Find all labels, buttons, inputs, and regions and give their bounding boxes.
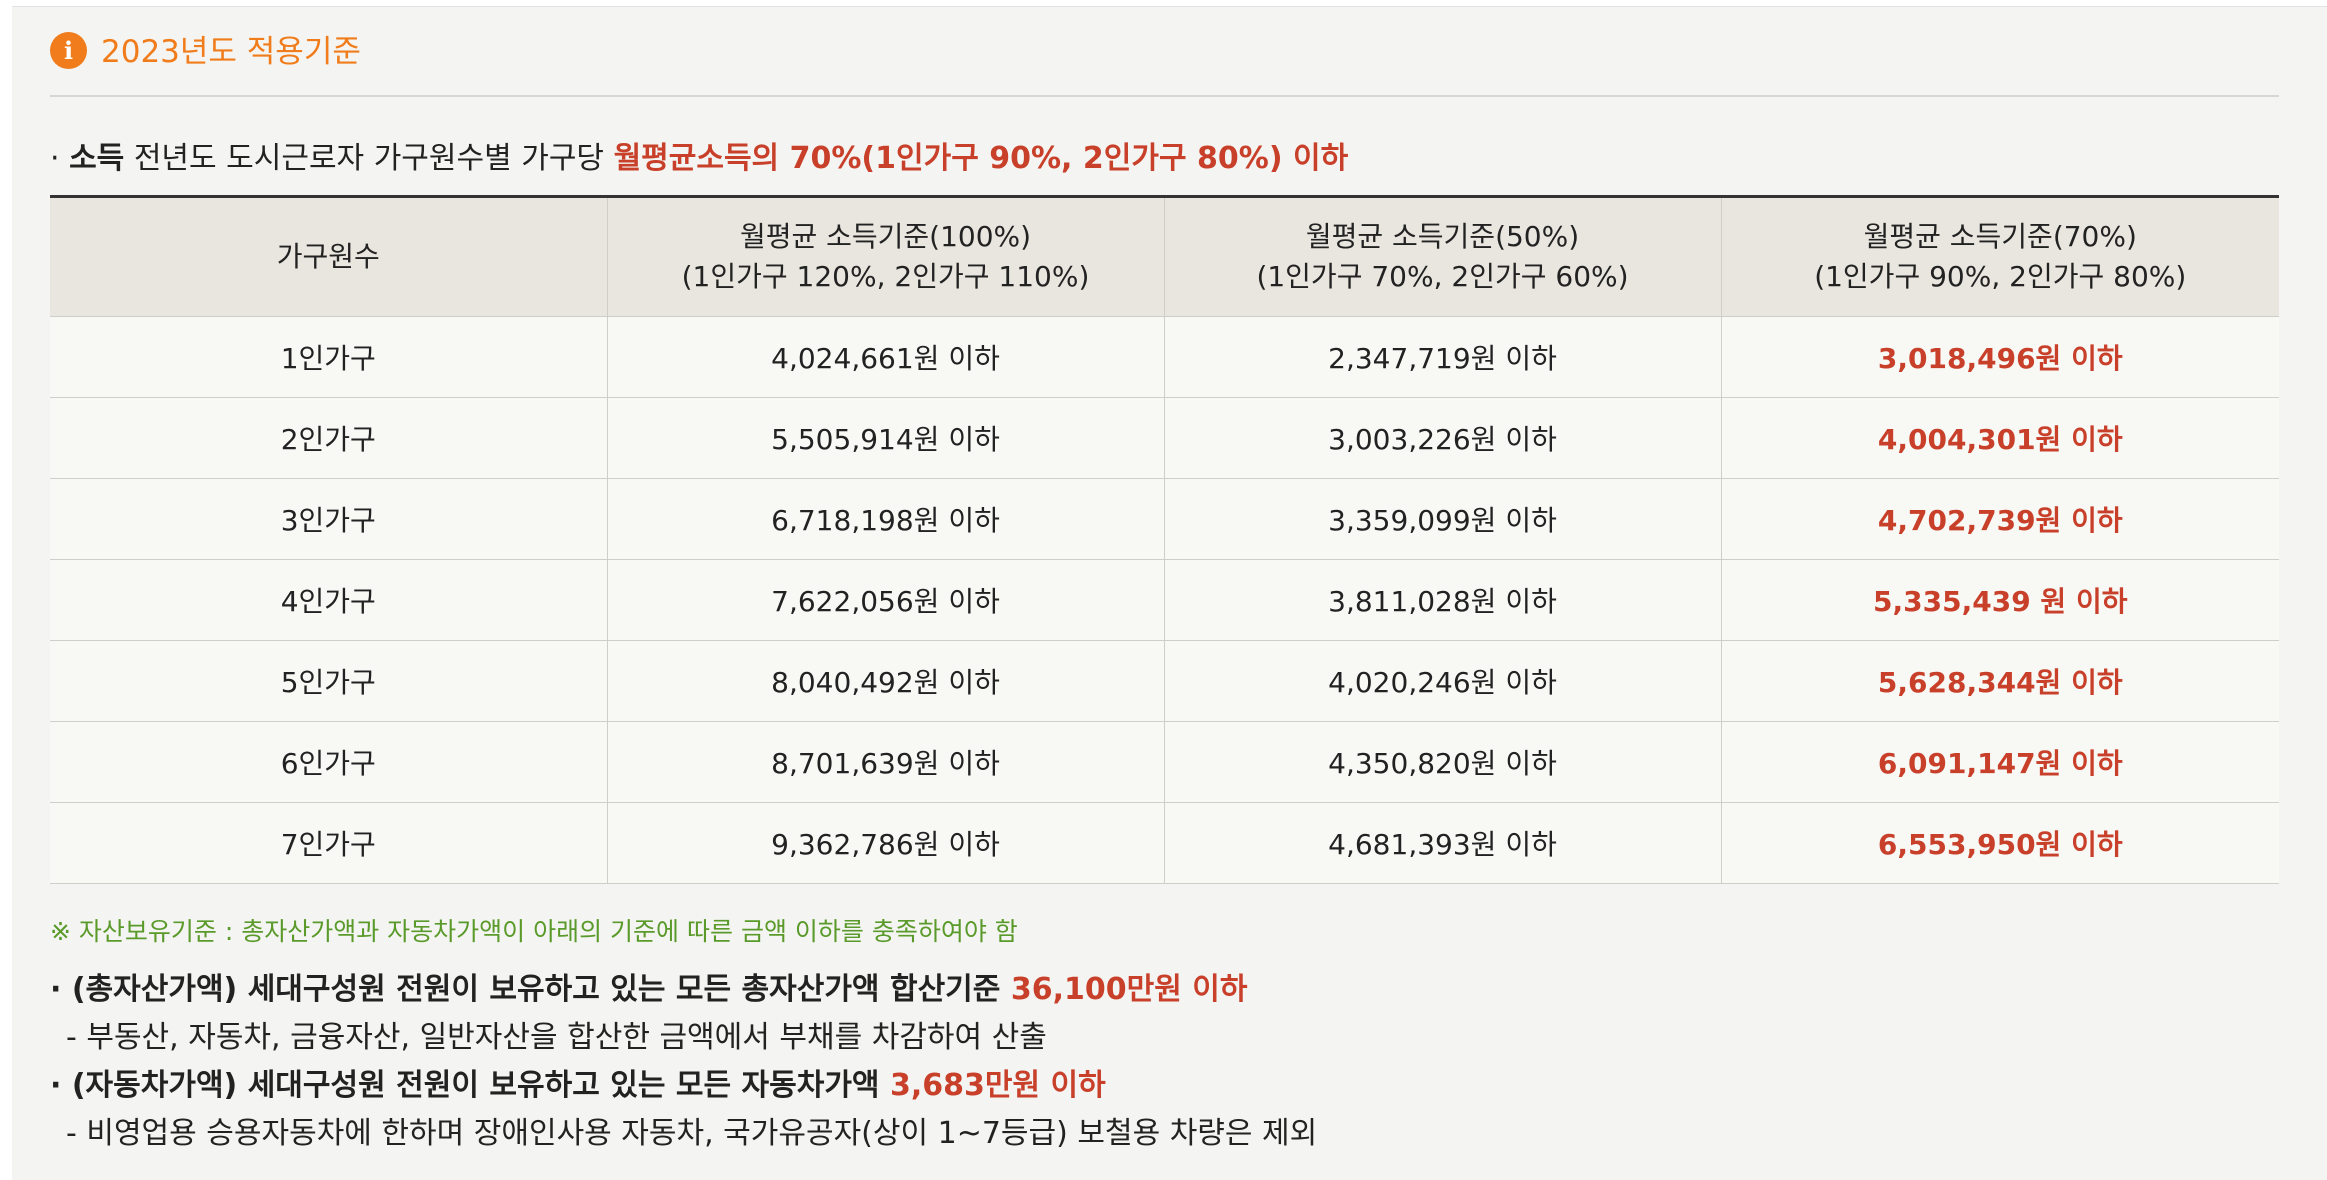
info-icon: i xyxy=(50,32,87,69)
header-income-100: 월평균 소득기준(100%) (1인가구 120%, 2인가구 110%) xyxy=(607,196,1165,317)
income-100-cell: 8,701,639원 이하 xyxy=(607,721,1165,803)
income-bullet: · xyxy=(50,141,70,176)
total-assets-detail: - 부동산, 자동차, 금융자산, 일반자산을 합산한 금액에서 부채를 차감하… xyxy=(66,1020,1047,1055)
header-income-50: 월평균 소득기준(50%) (1인가구 70%, 2인가구 60%) xyxy=(1164,196,1722,317)
table-row: 5인가구 8,040,492원 이하 4,020,246원 이하 5,628,3… xyxy=(50,640,2279,722)
income-100-cell: 9,362,786원 이하 xyxy=(607,802,1165,884)
income-70-cell: 5,628,344원 이하 xyxy=(1721,640,2279,722)
income-100-cell: 4,024,661원 이하 xyxy=(607,316,1165,398)
header-line: 월평균 소득기준(70%) xyxy=(1863,220,2137,253)
income-100-cell: 5,505,914원 이하 xyxy=(607,397,1165,479)
income-70-cell: 6,091,147원 이하 xyxy=(1721,721,2279,803)
table-row: 7인가구 9,362,786원 이하 4,681,393원 이하 6,553,9… xyxy=(50,802,2279,884)
table-row: 4인가구 7,622,056원 이하 3,811,028원 이하 5,335,4… xyxy=(50,559,2279,641)
content: i 2023년도 적용기준 · 소득 전년도 도시근로자 가구원수별 가구당 월… xyxy=(50,7,2279,1158)
income-50-cell: 3,359,099원 이하 xyxy=(1164,478,1722,560)
header-line: (1인가구 90%, 2인가구 80%) xyxy=(1814,260,2187,293)
household-size-cell: 6인가구 xyxy=(50,721,608,803)
vehicle-value-detail: - 비영업용 승용자동차에 한하며 장애인사용 자동차, 국가유공자(상이 1~… xyxy=(66,1116,1318,1151)
asset-criteria: · (총자산가액) 세대구성원 전원이 보유하고 있는 모든 총자산가액 합산기… xyxy=(50,966,2279,1158)
income-label: 소득 xyxy=(69,141,125,176)
income-70-cell: 4,702,739원 이하 xyxy=(1721,478,2279,560)
section-header: i 2023년도 적용기준 xyxy=(50,7,2279,97)
income-70-cell: 3,018,496원 이하 xyxy=(1721,316,2279,398)
header-line: 월평균 소득기준(100%) xyxy=(739,220,1032,253)
income-50-cell: 4,350,820원 이하 xyxy=(1164,721,1722,803)
header-household-size: 가구원수 xyxy=(50,196,608,317)
table-row: 3인가구 6,718,198원 이하 3,359,099원 이하 4,702,7… xyxy=(50,478,2279,560)
vehicle-value-limit: 3,683만원 이하 xyxy=(889,1068,1106,1103)
asset-criteria-note: ※ 자산보유기준 : 총자산가액과 자동차가액이 아래의 기준에 따른 금액 이… xyxy=(50,917,1018,946)
income-text: 전년도 도시근로자 가구원수별 가구당 xyxy=(124,141,614,176)
household-size-cell: 4인가구 xyxy=(50,559,608,641)
header-line: (1인가구 120%, 2인가구 110%) xyxy=(681,260,1090,293)
household-size-cell: 3인가구 xyxy=(50,478,608,560)
household-size-cell: 5인가구 xyxy=(50,640,608,722)
table-header-row: 가구원수 월평균 소득기준(100%) (1인가구 120%, 2인가구 110… xyxy=(50,196,2279,317)
header-line: (1인가구 70%, 2인가구 60%) xyxy=(1256,260,1629,293)
income-50-cell: 2,347,719원 이하 xyxy=(1164,316,1722,398)
household-size-cell: 7인가구 xyxy=(50,802,608,884)
income-70-cell: 5,335,439 원 이하 xyxy=(1721,559,2279,641)
header-line: 월평균 소득기준(50%) xyxy=(1305,220,1580,253)
vehicle-value-label: · (자동차가액) 세대구성원 전원이 보유하고 있는 모든 자동차가액 xyxy=(50,1068,890,1103)
page-background: i 2023년도 적용기준 · 소득 전년도 도시근로자 가구원수별 가구당 월… xyxy=(12,6,2327,1180)
income-100-cell: 7,622,056원 이하 xyxy=(607,559,1165,641)
income-70-cell: 4,004,301원 이하 xyxy=(1721,397,2279,479)
header-line: 가구원수 xyxy=(276,240,380,273)
income-50-cell: 3,003,226원 이하 xyxy=(1164,397,1722,479)
income-70-cell: 6,553,950원 이하 xyxy=(1721,802,2279,884)
table-row: 1인가구 4,024,661원 이하 2,347,719원 이하 3,018,4… xyxy=(50,316,2279,398)
household-size-cell: 2인가구 xyxy=(50,397,608,479)
total-assets-limit: 36,100만원 이하 xyxy=(1010,972,1248,1007)
income-50-cell: 4,020,246원 이하 xyxy=(1164,640,1722,722)
income-table: 가구원수 월평균 소득기준(100%) (1인가구 120%, 2인가구 110… xyxy=(50,195,2279,884)
household-size-cell: 1인가구 xyxy=(50,316,608,398)
income-highlight: 월평균소득의 70%(1인가구 90%, 2인가구 80%) 이하 xyxy=(613,141,1349,176)
total-assets-label: · (총자산가액) 세대구성원 전원이 보유하고 있는 모든 총자산가액 합산기… xyxy=(50,972,1011,1007)
total-assets-line: · (총자산가액) 세대구성원 전원이 보유하고 있는 모든 총자산가액 합산기… xyxy=(50,966,2279,1014)
vehicle-value-line: · (자동차가액) 세대구성원 전원이 보유하고 있는 모든 자동차가액 3,6… xyxy=(50,1062,2279,1110)
header-income-70: 월평균 소득기준(70%) (1인가구 90%, 2인가구 80%) xyxy=(1721,196,2279,317)
income-50-cell: 3,811,028원 이하 xyxy=(1164,559,1722,641)
table-row: 6인가구 8,701,639원 이하 4,350,820원 이하 6,091,1… xyxy=(50,721,2279,803)
income-100-cell: 8,040,492원 이하 xyxy=(607,640,1165,722)
income-criteria: · 소득 전년도 도시근로자 가구원수별 가구당 월평균소득의 70%(1인가구… xyxy=(50,139,2279,179)
income-50-cell: 4,681,393원 이하 xyxy=(1164,802,1722,884)
income-100-cell: 6,718,198원 이하 xyxy=(607,478,1165,560)
section-title: 2023년도 적용기준 xyxy=(101,34,361,70)
table-row: 2인가구 5,505,914원 이하 3,003,226원 이하 4,004,3… xyxy=(50,397,2279,479)
